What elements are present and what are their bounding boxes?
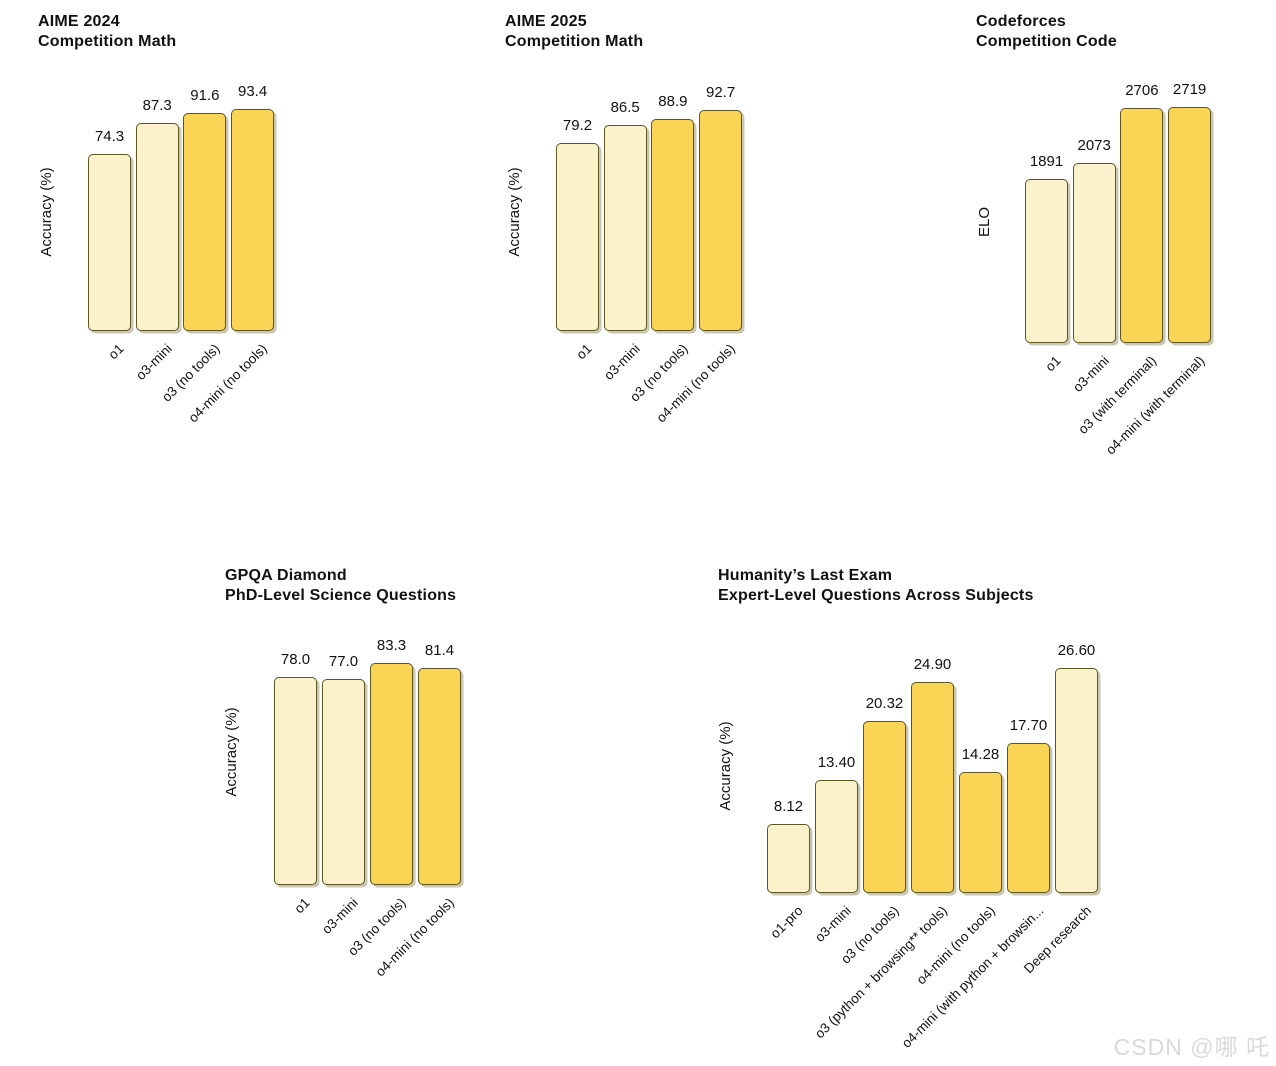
bar-value-label: 81.4 — [424, 641, 455, 659]
bar — [1072, 163, 1116, 343]
bar — [863, 720, 906, 893]
bar — [911, 682, 954, 893]
x-tick-label: o1 — [105, 341, 128, 363]
bar-value-label: 91.6 — [190, 86, 220, 104]
bar — [88, 154, 131, 331]
bar-value-label: 1891 — [1029, 152, 1064, 170]
x-tick-label: o3-mini — [1069, 353, 1112, 395]
y-axis-label: Accuracy (%) — [38, 167, 55, 257]
bar-value-label: 77.0 — [328, 653, 359, 671]
chart-title-line1: AIME 2025 — [505, 13, 587, 30]
chart-title-line1: GPQA Diamond — [225, 567, 347, 584]
chart-title-line1: Humanity’s Last Exam — [718, 567, 893, 584]
bar — [767, 824, 810, 893]
bar-value-label: 2706 — [1125, 82, 1159, 100]
bar — [651, 119, 695, 331]
bar-value-label: 2719 — [1172, 81, 1207, 99]
bar-value-label: 20.32 — [865, 694, 904, 712]
bar-value-label: 17.70 — [1009, 717, 1048, 735]
x-tick-label: o3-mini — [600, 341, 643, 383]
watermark: CSDN @哪 吒 — [1113, 1034, 1270, 1060]
bar — [1007, 743, 1050, 893]
x-tick-label: o1-pro — [767, 903, 807, 942]
bar — [815, 779, 858, 893]
chart-title: Humanity’s Last Exam Expert-Level Questi… — [718, 566, 1034, 606]
bar — [1168, 107, 1212, 343]
chart-title: AIME 2024 Competition Math — [38, 12, 176, 52]
chart-title: GPQA Diamond PhD-Level Science Questions — [225, 566, 456, 606]
bar — [556, 142, 599, 331]
chart-title-line1: AIME 2024 — [38, 13, 120, 30]
x-tick-label: o4-mini (with terminal) — [1102, 353, 1208, 458]
bar — [1120, 108, 1164, 343]
chart-title-line2: Competition Code — [976, 33, 1117, 50]
bar-value-label: 24.90 — [913, 656, 952, 674]
bar-value-label: 87.3 — [142, 97, 172, 115]
bar — [418, 667, 461, 885]
chart-title: AIME 2025 Competition Math — [505, 12, 643, 52]
bar — [699, 110, 743, 331]
bar-value-label: 8.12 — [773, 798, 804, 816]
y-axis-label: ELO — [976, 206, 993, 237]
chart-title-line2: Competition Math — [38, 33, 177, 50]
bar — [135, 123, 179, 331]
y-axis-label: Accuracy (%) — [223, 706, 240, 797]
x-tick-label: o1 — [573, 341, 596, 363]
bar-value-label: 78.0 — [280, 650, 311, 668]
bar — [1025, 178, 1068, 343]
bar-value-label: 83.3 — [376, 636, 407, 654]
bar — [183, 112, 227, 331]
bar — [959, 772, 1002, 893]
bar-value-label: 74.3 — [94, 128, 125, 146]
chart-title-line2: PhD-Level Science Questions — [225, 587, 457, 604]
chart-title-line2: Competition Math — [505, 33, 644, 50]
x-tick-label: o1 — [291, 895, 314, 917]
y-axis-label: Accuracy (%) — [506, 167, 523, 257]
y-axis-label: Accuracy (%) — [717, 721, 734, 811]
bar-value-label: 2073 — [1077, 137, 1111, 155]
x-tick-label: o3-mini — [812, 903, 855, 945]
bar-value-label: 13.40 — [817, 753, 856, 771]
chart-title: Codeforces Competition Code — [976, 12, 1117, 52]
bar — [370, 662, 413, 885]
chart-title-line2: Expert-Level Questions Across Subjects — [718, 587, 1034, 604]
bar — [231, 108, 275, 331]
bar-value-label: 93.4 — [237, 82, 268, 100]
bar-value-label: 86.5 — [610, 99, 640, 117]
bar-value-label: 92.7 — [705, 84, 736, 102]
x-tick-label: o1 — [1042, 353, 1065, 375]
bar — [274, 676, 317, 885]
bar — [1055, 667, 1098, 893]
bar — [603, 125, 647, 331]
bar — [322, 679, 365, 885]
x-tick-label: o3-mini — [132, 341, 175, 383]
x-tick-label: o3-mini — [319, 895, 362, 937]
bar-value-label: 79.2 — [562, 116, 593, 134]
bar-value-label: 26.60 — [1057, 641, 1096, 659]
chart-title-line1: Codeforces — [976, 13, 1067, 30]
bar-value-label: 14.28 — [961, 746, 1000, 764]
bar-value-label: 88.9 — [658, 93, 688, 111]
